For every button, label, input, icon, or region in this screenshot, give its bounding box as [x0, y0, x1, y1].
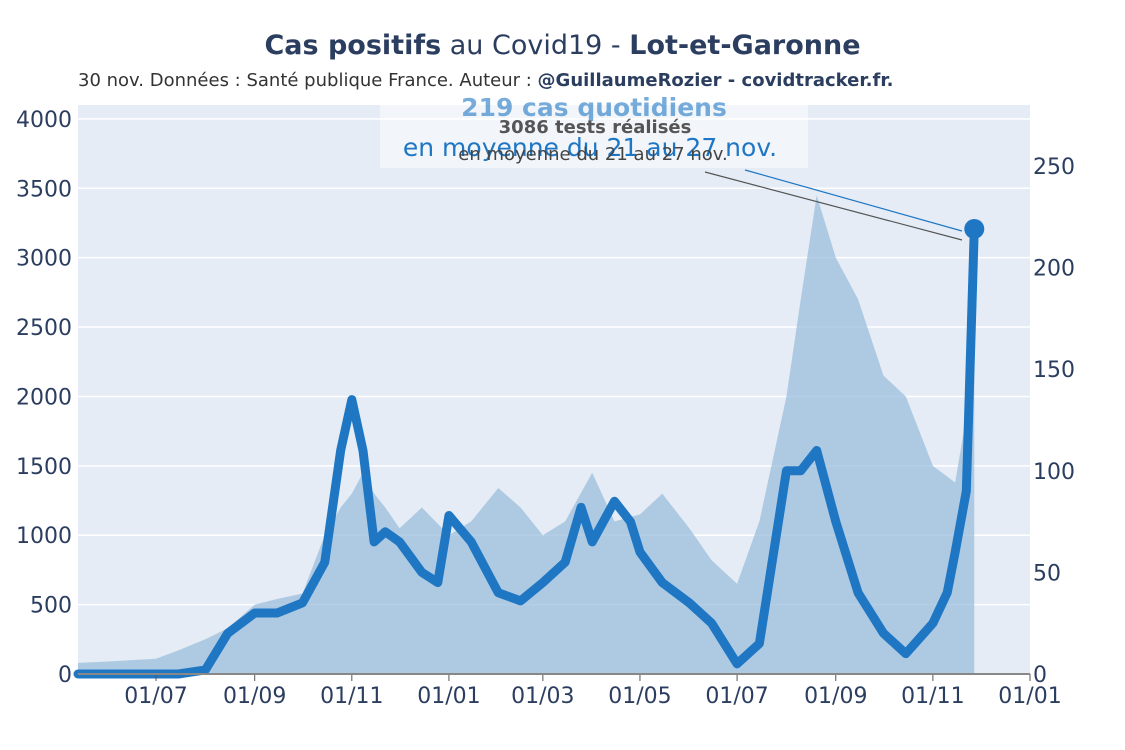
- x-tick-label: 01/09: [223, 684, 286, 709]
- chart-subtitle: 30 nov. Données : Santé publique France.…: [78, 70, 893, 91]
- left-tick-label: 3500: [16, 177, 72, 202]
- right-tick-label: 0: [1033, 663, 1047, 688]
- title-part-1: Cas positifs: [264, 30, 442, 61]
- annotation-cases-period: en moyenne du 21 au 27 nov.: [403, 133, 777, 162]
- subtitle-source: 30 nov. Données : Santé publique France.…: [78, 70, 538, 91]
- right-tick-label: 200: [1033, 257, 1075, 282]
- x-axis-ticks: 01/07 01/09 01/11 01/01 01/03 01/05 01/07 01/09…: [78, 673, 1062, 709]
- tests-area: [78, 195, 975, 674]
- chart-title: Cas positifs au Covid19 - Lot-et-Garonne: [0, 30, 1125, 61]
- left-tick-label: 2500: [16, 316, 72, 341]
- x-tick-label: 01/01: [417, 684, 480, 709]
- annotation-cases-value: 219 cas quotidiens: [461, 93, 727, 122]
- annotation-tests-value: 3086 tests réalisés: [499, 117, 692, 138]
- x-tick-label: 01/03: [511, 684, 574, 709]
- cases-end-marker: [964, 218, 985, 239]
- x-tick-label: 01/01: [998, 684, 1061, 709]
- tests-area-layer: [78, 195, 975, 674]
- left-axis-ticks: 0 500 1000 1500 2000 2500 3000 3500 4000: [16, 108, 72, 688]
- right-axis-ticks: 0 50 100 150 200 250: [1033, 155, 1075, 688]
- left-tick-label: 1000: [16, 524, 72, 549]
- tests-annotation-arrow: [704, 171, 963, 241]
- title-part-2: au Covid19 -: [441, 30, 630, 61]
- annotation-tests-period: en moyenne du 21 au 27 nov.: [458, 144, 727, 165]
- left-tick-label: 0: [58, 663, 72, 688]
- cases-line-layer: [73, 218, 985, 679]
- x-tick-label: 01/11: [320, 684, 383, 709]
- cases-annotation-arrow: [744, 169, 963, 232]
- left-tick-label: 1500: [16, 455, 72, 480]
- subtitle-author: @GuillaumeRozier - covidtracker.fr.: [537, 70, 894, 91]
- cases-line: [73, 224, 979, 679]
- annotation-box: [380, 92, 808, 168]
- right-tick-label: 250: [1033, 155, 1075, 180]
- right-tick-label: 150: [1033, 358, 1075, 383]
- right-tick-label: 50: [1033, 561, 1061, 586]
- x-tick-label: 01/07: [705, 684, 768, 709]
- left-tick-label: 3000: [16, 247, 72, 272]
- left-tick-label: 500: [30, 594, 72, 619]
- x-tick-label: 01/09: [804, 684, 867, 709]
- left-tick-label: 4000: [16, 108, 72, 133]
- x-tick-label: 01/07: [124, 684, 187, 709]
- x-tick-label: 01/05: [608, 684, 671, 709]
- right-tick-label: 100: [1033, 460, 1075, 485]
- title-part-3: Lot-et-Garonne: [629, 30, 861, 61]
- left-tick-label: 2000: [16, 385, 72, 410]
- x-tick-label: 01/11: [901, 684, 964, 709]
